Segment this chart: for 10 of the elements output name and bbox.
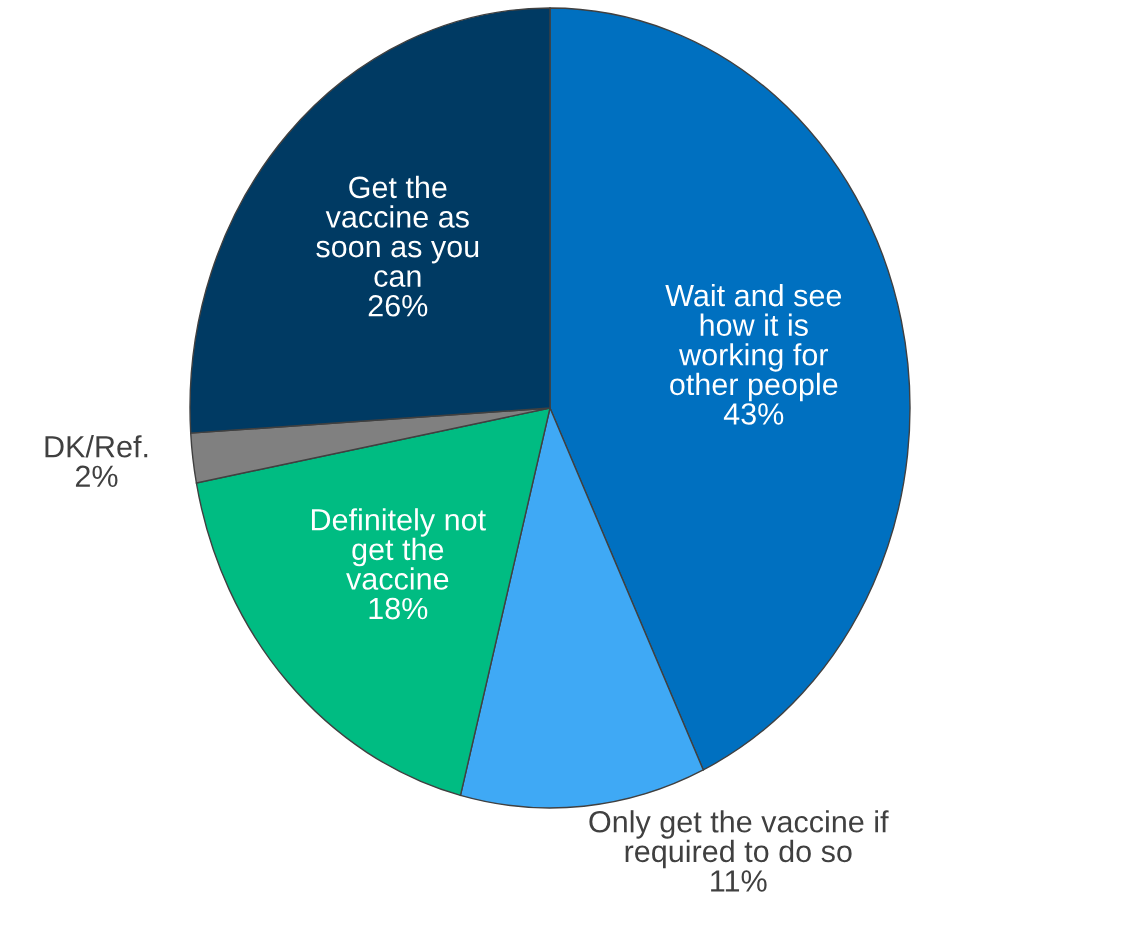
slice-label: Only get the vaccine if required to do so xyxy=(589,810,889,869)
slice-label: Definitely not get the vaccine xyxy=(311,508,486,590)
data-label: 18% xyxy=(369,597,428,620)
data-label: 2% xyxy=(75,465,118,488)
data-label: 43% xyxy=(723,403,784,425)
data-label: 11% xyxy=(711,870,767,892)
slice-label: Get the vaccine as soon as you can xyxy=(316,175,479,287)
slice-label: DK/Ref. xyxy=(45,435,148,458)
data-label: 26% xyxy=(368,294,428,317)
slice-label: Wait and see how it is working for other people xyxy=(665,283,842,402)
